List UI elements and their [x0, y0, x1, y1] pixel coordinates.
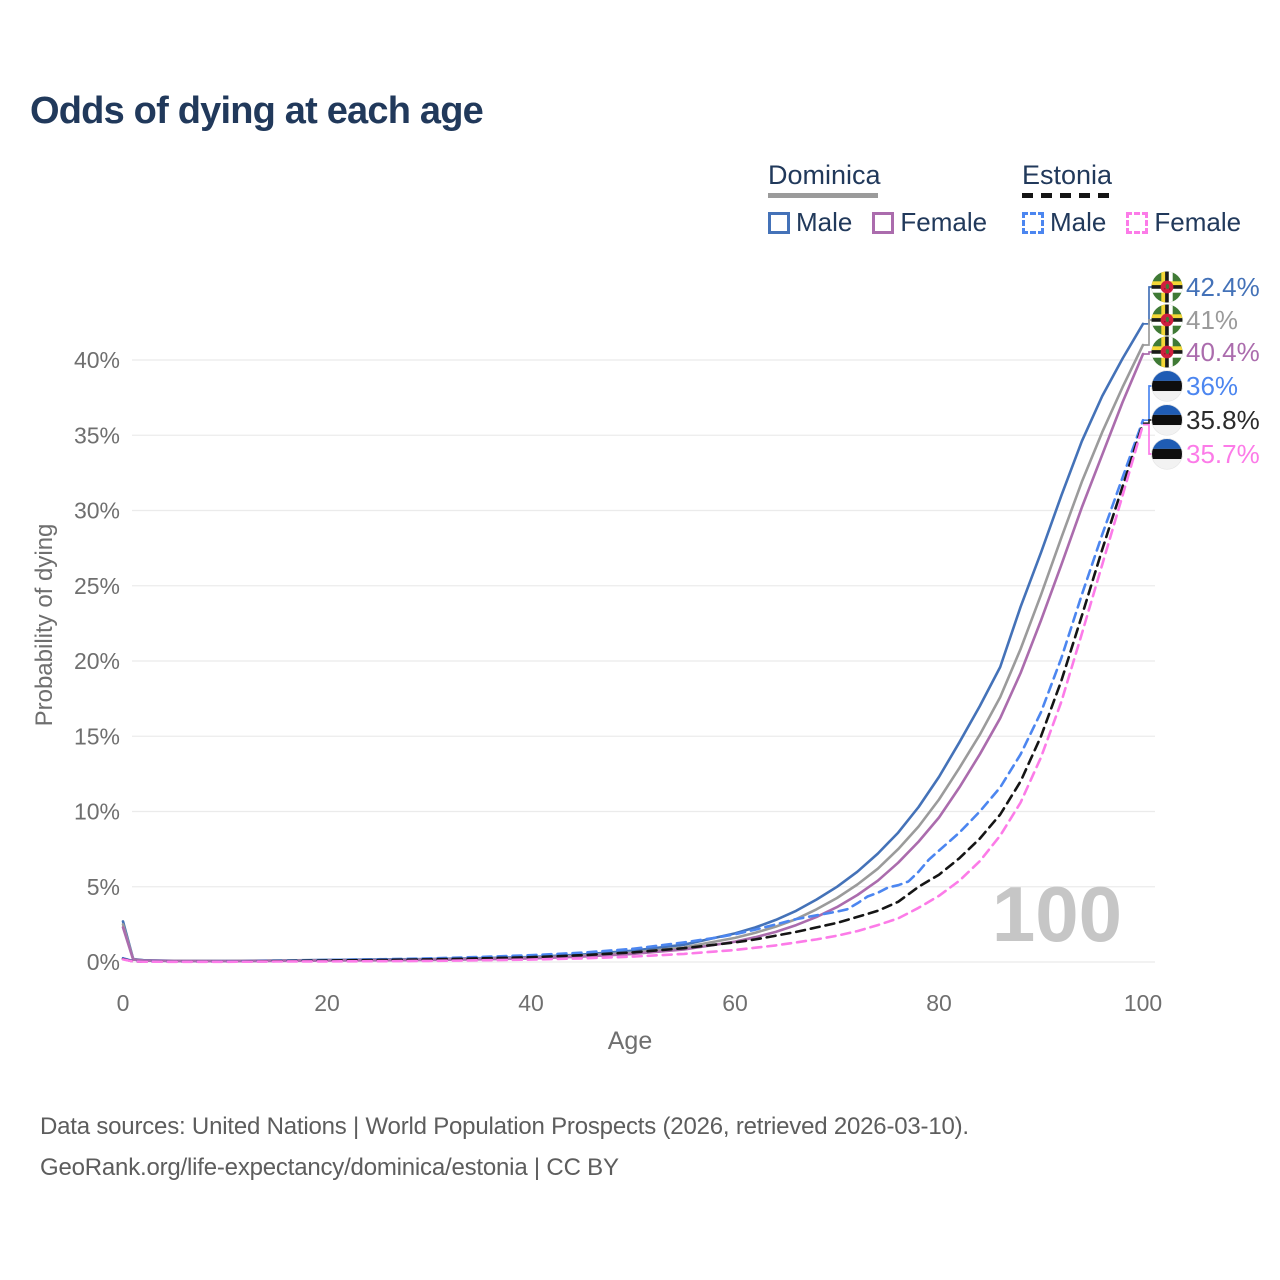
legend-label-estonia-female: Female	[1154, 207, 1242, 238]
line-dominica-female	[121, 352, 1145, 963]
line-estonia-both	[121, 421, 1145, 964]
y-tick-label-35%: 35%	[74, 422, 120, 448]
chart-title: Odds of dying at each age	[30, 90, 484, 132]
dominica-flag-icon	[1152, 337, 1183, 368]
y-tick-label-40%: 40%	[74, 347, 120, 373]
y-tick-label-30%: 30%	[74, 498, 120, 524]
x-tick-label-0: 0	[117, 990, 130, 1016]
y-tick-label-25%: 25%	[74, 573, 120, 599]
legend-swatch-estonia-male	[1022, 211, 1044, 234]
end-label-value-1: 41%	[1186, 305, 1238, 335]
legend-group-title-dominica: Dominica	[768, 160, 881, 190]
dominica-flag-icon	[1152, 272, 1183, 303]
x-tick-label-100: 100	[1124, 990, 1162, 1016]
legend-label-dominica-male: Male	[796, 207, 853, 238]
x-tick-label-60: 60	[722, 990, 748, 1016]
age-counter-watermark: 100	[992, 870, 1122, 958]
end-label-value-3: 36%	[1186, 371, 1238, 401]
end-label-value-2: 40.4%	[1186, 337, 1260, 367]
source-block: Data sources: United Nations | World Pop…	[40, 1106, 969, 1188]
y-tick-label-10%: 10%	[74, 799, 120, 825]
end-label-connector-2	[1143, 351, 1152, 355]
estonia-flag-icon	[1152, 405, 1183, 436]
y-tick-label-15%: 15%	[74, 723, 120, 749]
y-tick-label-0%: 0%	[87, 949, 120, 975]
line-dominica-male	[121, 322, 1145, 963]
legend-item-estonia-male[interactable]: Male	[1022, 207, 1106, 238]
legend-swatch-dominica-female	[872, 211, 895, 234]
legend-underline-dominica	[768, 193, 878, 199]
source-line-2: GeoRank.org/life-expectancy/dominica/est…	[40, 1154, 619, 1181]
legend-underline-estonia	[1022, 193, 1110, 199]
y-tick-label-5%: 5%	[87, 874, 120, 900]
legend-group-estonia: Estonia Male Female	[1022, 161, 1261, 238]
legend-group-dominica: Dominica Male Female	[768, 161, 1007, 238]
source-line-1: Data sources: United Nations | World Pop…	[40, 1113, 969, 1140]
end-label-connector-5	[1143, 423, 1152, 455]
end-label-connector-0	[1143, 286, 1152, 325]
legend-group-title-estonia: Estonia	[1022, 160, 1113, 190]
legend-label-estonia-male: Male	[1050, 207, 1107, 238]
x-tick-label-80: 80	[926, 990, 952, 1016]
y-axis-title: Probability of dying	[31, 523, 58, 727]
line-estonia-female	[121, 423, 1145, 964]
estonia-flag-icon	[1152, 371, 1183, 402]
end-label-value-4: 35.8%	[1186, 405, 1260, 435]
line-estonia-male	[121, 418, 1145, 964]
dominica-flag-icon	[1152, 305, 1183, 336]
end-label-value-0: 42.4%	[1186, 272, 1260, 302]
legend-swatch-dominica-male	[768, 211, 790, 234]
x-tick-label-40: 40	[518, 990, 544, 1016]
y-tick-label-20%: 20%	[74, 648, 120, 674]
end-label-connector-3	[1143, 385, 1152, 422]
line-dominica-both	[121, 343, 1145, 963]
legend-item-dominica-male[interactable]: Male	[768, 207, 852, 238]
legend-swatch-estonia-female	[1126, 211, 1149, 234]
end-label-connector-4	[1143, 419, 1152, 425]
x-tick-label-20: 20	[314, 990, 340, 1016]
legend-item-dominica-female[interactable]: Female	[872, 207, 987, 238]
x-axis-title: Age	[607, 1027, 653, 1055]
legend-item-estonia-female[interactable]: Female	[1126, 207, 1241, 238]
estonia-flag-icon	[1152, 439, 1183, 470]
legend-label-dominica-female: Female	[900, 207, 988, 238]
end-label-value-5: 35.7%	[1186, 439, 1260, 469]
end-label-connector-1	[1143, 319, 1152, 346]
